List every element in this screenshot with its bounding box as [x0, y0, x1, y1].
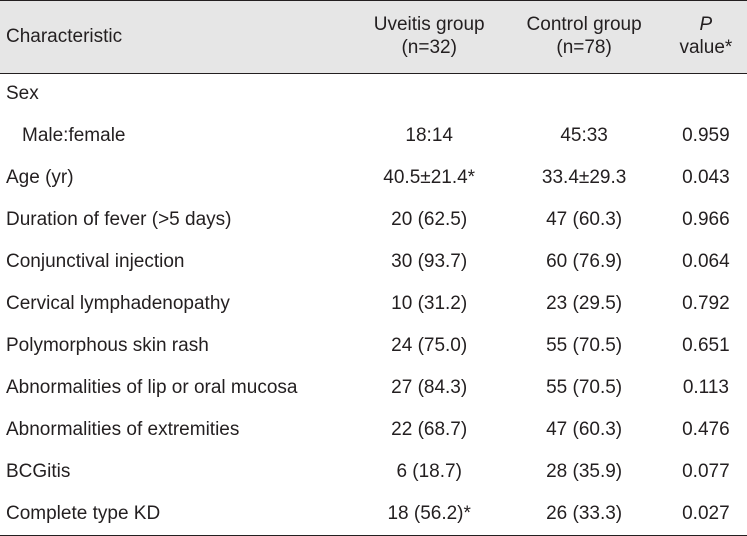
cell-uveitis: 30 (93.7)	[391, 251, 468, 273]
cell-control: 47 (60.3)	[546, 209, 623, 231]
cell-control: 33.4±29.3	[541, 167, 627, 189]
cell-characteristic: Age (yr)	[6, 167, 74, 189]
cell-control	[503, 74, 664, 116]
table-row: BCGitis 6 (18.7) 28 (35.9) 0.077	[0, 452, 747, 494]
cell-control: 45:33	[560, 125, 608, 147]
table-row: Age (yr) 40.5±21.4* 33.4±29.3 0.043	[0, 158, 747, 200]
table-row: Male:female 18:14 45:33 0.959	[0, 116, 747, 158]
table-row: Duration of fever (>5 days) 20 (62.5) 47 (…	[0, 200, 747, 242]
cell-control: 26 (33.3)	[546, 502, 623, 524]
cell-uveitis: 22 (68.7)	[391, 419, 468, 441]
cell-p-value	[665, 74, 747, 116]
cell-control: 55 (70.5)	[546, 377, 623, 399]
cell-characteristic: Abnormalities of extremities	[6, 419, 240, 441]
table-row: Sex	[0, 74, 747, 116]
cell-uveitis: 18:14	[405, 125, 453, 147]
table-row: Cervical lymphadenopathy 10 (31.2) 23 (29.…	[0, 284, 747, 326]
cell-p-value: 0.651	[682, 335, 730, 357]
cell-p-value: 0.064	[682, 251, 730, 273]
cell-uveitis	[355, 74, 504, 116]
header-row: Characteristic Uveitis group (n=32) Cont…	[0, 0, 747, 74]
cell-control: 23 (29.5)	[546, 293, 623, 315]
cell-p-value: 0.027	[682, 502, 730, 524]
cell-characteristic: Complete type KD	[6, 502, 161, 524]
cell-uveitis: 10 (31.2)	[391, 293, 468, 315]
cell-uveitis: 24 (75.0)	[391, 335, 468, 357]
cell-characteristic: Conjunctival injection	[6, 251, 185, 273]
header-uveitis-count: (n=32)	[401, 37, 457, 58]
cell-characteristic: Cervical lymphadenopathy	[6, 293, 230, 315]
cell-uveitis: 6 (18.7)	[396, 461, 462, 483]
header-control-group: Control group (n=78)	[503, 1, 664, 74]
cell-p-value: 0.959	[682, 125, 730, 147]
cell-uveitis: 40.5±21.4*	[383, 167, 476, 189]
cell-control: 55 (70.5)	[546, 335, 623, 357]
cell-p-value: 0.792	[682, 293, 730, 315]
cell-p-value: 0.476	[682, 419, 730, 441]
cell-characteristic: BCGitis	[6, 461, 71, 483]
table-row: Complete type KD 18 (56.2)* 26 (33.3) 0.027	[0, 494, 747, 536]
header-control-count: (n=78)	[556, 37, 612, 58]
table-row: Polymorphous skin rash 24 (75.0) 55 (70.5)…	[0, 326, 747, 368]
table-body: Sex Male:female 18:14 45:33 0.959 Age (yr) 40.…	[0, 74, 747, 536]
cell-characteristic: Male:female	[22, 125, 126, 147]
cell-control: 60 (76.9)	[546, 251, 623, 273]
cell-characteristic: Duration of fever (>5 days)	[6, 209, 232, 231]
cell-characteristic: Sex	[6, 83, 39, 105]
header-characteristic: Characteristic	[0, 1, 355, 74]
cell-uveitis: 18 (56.2)*	[387, 502, 471, 524]
header-p-label: value*	[679, 37, 733, 58]
header-control-title: Control group	[526, 14, 642, 36]
cell-p-value: 0.077	[682, 461, 730, 483]
header-p-value: P value*	[665, 1, 747, 74]
cell-uveitis: 20 (62.5)	[391, 209, 468, 231]
table-row: Abnormalities of lip or oral mucosa 27 (8…	[0, 368, 747, 410]
header-uveitis-group: Uveitis group (n=32)	[355, 1, 504, 74]
cell-characteristic: Polymorphous skin rash	[6, 335, 209, 357]
cell-p-value: 0.113	[682, 377, 729, 399]
cell-characteristic: Abnormalities of lip or oral mucosa	[6, 377, 298, 399]
cell-uveitis: 27 (84.3)	[391, 377, 468, 399]
table-row: Abnormalities of extremities 22 (68.7) 47 …	[0, 410, 747, 452]
header-p-symbol: P	[699, 14, 713, 36]
cell-control: 28 (35.9)	[546, 461, 623, 483]
header-uveitis-title: Uveitis group	[373, 14, 485, 36]
cell-p-value: 0.966	[682, 209, 730, 231]
table-row: Conjunctival injection 30 (93.7) 60 (76.9)…	[0, 242, 747, 284]
cell-control: 47 (60.3)	[546, 419, 623, 441]
header-characteristic-label: Characteristic	[6, 25, 123, 47]
table-header: Characteristic Uveitis group (n=32) Cont…	[0, 0, 747, 74]
cell-p-value: 0.043	[682, 167, 730, 189]
